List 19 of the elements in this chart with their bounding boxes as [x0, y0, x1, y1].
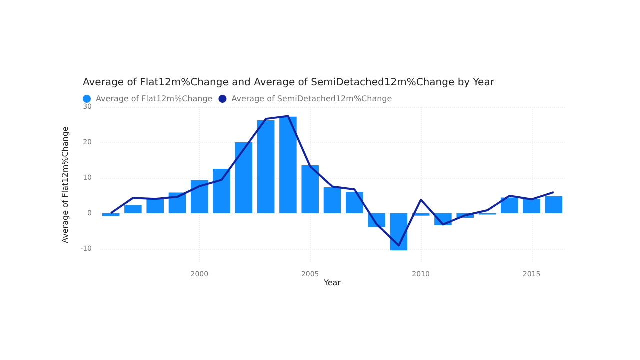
bar — [523, 199, 540, 214]
y-axis-title: Average of Flat12m%Change — [61, 126, 70, 244]
bar — [545, 196, 563, 214]
bar — [501, 198, 518, 214]
bar — [146, 199, 164, 214]
bar — [235, 142, 253, 214]
bar — [213, 169, 230, 214]
legend-label: Average of SemiDetached12m%Change — [232, 94, 392, 104]
bar — [324, 187, 342, 214]
bar — [257, 120, 275, 214]
bar — [346, 192, 364, 214]
x-axis-title: Year — [323, 278, 342, 288]
chart-title: Average of Flat12m%Change and Average of SemiDetached12m%Change by Year — [83, 78, 496, 88]
bar — [280, 116, 297, 214]
line-series — [110, 115, 555, 247]
bar — [124, 205, 142, 214]
bar — [302, 166, 319, 214]
legend-label: Average of Flat12m%Change — [96, 94, 213, 104]
bar — [191, 180, 208, 214]
